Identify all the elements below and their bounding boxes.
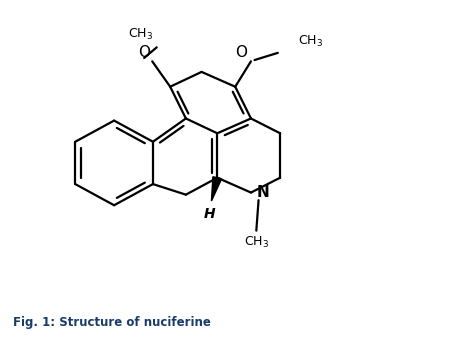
Text: O: O bbox=[235, 45, 247, 60]
Text: H: H bbox=[204, 208, 215, 221]
Text: CH$_3$: CH$_3$ bbox=[244, 235, 269, 250]
Text: CH$_3$: CH$_3$ bbox=[298, 34, 323, 49]
Polygon shape bbox=[212, 177, 222, 201]
Text: O: O bbox=[138, 45, 150, 60]
Text: Fig. 1: Structure of nuciferine: Fig. 1: Structure of nuciferine bbox=[13, 316, 211, 329]
Text: N: N bbox=[256, 185, 269, 200]
Text: CH$_3$: CH$_3$ bbox=[128, 27, 154, 42]
